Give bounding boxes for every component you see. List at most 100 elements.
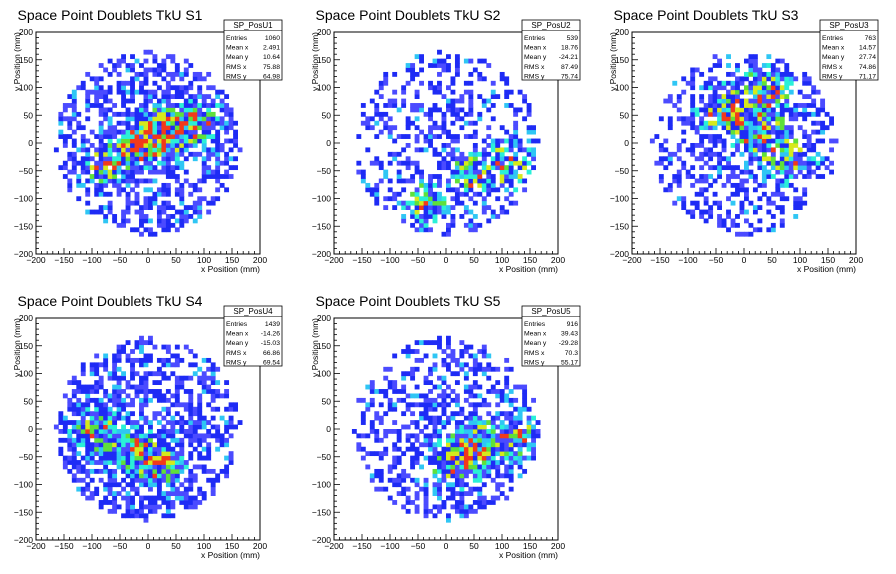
x-tick-label: 200 <box>551 541 565 551</box>
heatmap-bin <box>130 397 135 403</box>
stats-row-value: 539 <box>567 35 579 42</box>
heatmap-bin <box>103 160 109 166</box>
heatmap-bin <box>130 63 135 68</box>
heatmap-bin <box>441 125 447 131</box>
histogram-pad-2: Space Point Doublets TkU S2−200 −150 −100−… <box>310 7 581 274</box>
heatmap-bin <box>80 134 86 139</box>
heatmap-bin <box>454 107 460 113</box>
heatmap-bin <box>188 375 194 381</box>
heatmap-bin <box>793 138 799 144</box>
heatmap-bin <box>450 437 456 443</box>
heatmap-bin <box>396 160 402 166</box>
heatmap-bin <box>89 415 95 421</box>
heatmap-bin <box>410 178 416 184</box>
heatmap-bin <box>148 67 153 73</box>
heatmap-bin <box>156 495 162 501</box>
heatmap-bin <box>85 437 91 443</box>
heatmap-bin <box>797 196 803 202</box>
heatmap-bin <box>432 468 438 474</box>
heatmap-bin <box>811 129 817 135</box>
heatmap-bin <box>779 151 785 157</box>
heatmap-bin <box>401 349 407 354</box>
heatmap-bin <box>107 415 113 421</box>
heatmap-bin <box>490 116 496 122</box>
heatmap-bin <box>446 205 451 210</box>
heatmap-bin <box>752 111 758 117</box>
heatmap-bin <box>94 402 100 408</box>
heatmap-bin <box>76 429 82 434</box>
heatmap-bin <box>174 380 180 385</box>
heatmap-bin <box>748 151 754 157</box>
heatmap-bin <box>667 187 673 193</box>
heatmap-bin <box>446 420 451 425</box>
heatmap-bin <box>450 138 456 144</box>
stats-row-label: Mean x <box>524 331 547 338</box>
heatmap-bin <box>67 455 73 461</box>
heatmap-bin <box>508 460 514 465</box>
heatmap-bin <box>210 138 216 144</box>
heatmap-bin <box>143 402 149 408</box>
heatmap-bin <box>143 103 149 108</box>
heatmap-bin <box>694 129 700 135</box>
heatmap-bin <box>806 169 812 175</box>
stats-row-value: 916 <box>567 321 579 328</box>
heatmap-bin <box>441 424 447 430</box>
heatmap-bin <box>522 165 528 171</box>
heatmap-bin <box>103 98 109 104</box>
heatmap-bin <box>107 420 113 425</box>
heatmap-bin <box>98 477 104 483</box>
heatmap-bin <box>156 129 162 135</box>
heatmap-bin <box>76 182 82 188</box>
heatmap-bin <box>165 411 171 417</box>
heatmap-bin <box>76 406 82 412</box>
heatmap-bin <box>472 486 478 492</box>
heatmap-bin <box>387 125 393 131</box>
heatmap-bin <box>454 58 460 64</box>
heatmap-bin <box>130 513 135 519</box>
heatmap-bin <box>121 415 126 421</box>
heatmap-bin <box>130 464 135 470</box>
heatmap-bin <box>148 504 153 510</box>
heatmap-bin <box>717 200 722 206</box>
heatmap-bin <box>499 482 505 488</box>
heatmap-bin <box>414 446 420 452</box>
heatmap-bin <box>125 209 131 215</box>
heatmap-bin <box>775 89 781 95</box>
heatmap-bin <box>98 451 104 457</box>
heatmap-bin <box>179 138 185 144</box>
heatmap-bin <box>174 111 180 117</box>
heatmap-bin <box>98 420 104 425</box>
heatmap-bin <box>188 495 194 501</box>
heatmap-bin <box>508 402 514 408</box>
heatmap-bin <box>192 76 198 82</box>
heatmap-bin <box>441 477 447 483</box>
heatmap-bin <box>170 71 176 77</box>
heatmap-bin <box>174 473 180 479</box>
heatmap-bin <box>410 120 416 126</box>
heatmap-bin <box>396 389 402 394</box>
heatmap-bin <box>165 191 171 197</box>
y-tick-label: 100 <box>317 369 331 379</box>
heatmap-bin <box>387 116 393 122</box>
heatmap-bin <box>161 393 167 399</box>
heatmap-bin <box>215 103 221 108</box>
heatmap-bin <box>428 196 433 202</box>
heatmap-bin <box>472 500 478 505</box>
heatmap-bin <box>139 411 144 417</box>
heatmap-bin <box>423 495 429 501</box>
heatmap-bin <box>432 446 438 452</box>
heatmap-bin <box>419 147 424 153</box>
heatmap-bin <box>161 227 167 233</box>
heatmap-bin <box>779 191 785 197</box>
heatmap-bin <box>360 169 366 175</box>
heatmap-bin <box>441 209 447 215</box>
heatmap-bin <box>165 187 171 193</box>
heatmap-bin <box>94 134 100 139</box>
heatmap-bin <box>481 437 487 443</box>
heatmap-bin <box>472 402 478 408</box>
heatmap-bin <box>148 486 153 492</box>
heatmap-bin <box>726 160 731 166</box>
heatmap-bin <box>495 495 501 501</box>
heatmap-bin <box>472 437 478 443</box>
stats-row-value: -14.26 <box>261 331 280 338</box>
